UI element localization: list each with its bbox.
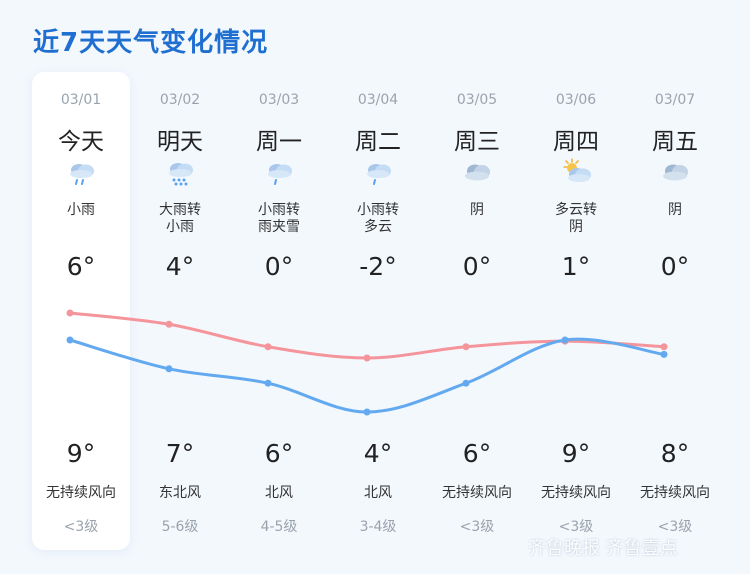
day-name: 周二	[355, 129, 401, 155]
high-temp-point	[66, 309, 74, 317]
date-label: 03/03	[258, 92, 300, 108]
day-name: 周三	[454, 129, 500, 155]
weather-condition: 小雨转 多云	[357, 202, 399, 235]
day-column[interactable]: 03/06 周四 多云转 阴 1° 9° 无持续风向 <3级	[527, 72, 625, 550]
date-label: 03/05	[456, 92, 498, 108]
high-temperature: 6°	[66, 252, 96, 281]
high-temp-point	[462, 343, 470, 351]
rain-icon	[265, 158, 295, 186]
low-temp-point	[561, 336, 569, 344]
high-temp-point	[660, 343, 668, 351]
wind-direction: 无持续风向	[541, 485, 611, 501]
watermark: 齐鲁晚报 齐鲁壹点	[528, 538, 678, 559]
day-column[interactable]: 03/03 周一 小雨转 雨夹雪 0° 6° 北风 4-5级	[230, 72, 328, 550]
day-column[interactable]: 03/05 周三 阴 0° 6° 无持续风向 <3级	[428, 72, 526, 550]
low-temperature: 6°	[264, 439, 294, 468]
day-name: 周四	[553, 129, 599, 155]
heavy-rain-icon	[166, 158, 196, 186]
date-label: 03/01	[60, 92, 102, 108]
partly-cloudy-icon	[562, 158, 592, 186]
today-card	[32, 72, 130, 550]
weather-condition: 大雨转 小雨	[159, 202, 201, 235]
date-label: 03/07	[654, 92, 696, 108]
low-temperature: 9°	[561, 439, 591, 468]
day-column[interactable]: 03/07 周五 阴 0° 8° 无持续风向 <3级	[626, 72, 724, 550]
weather-condition: 小雨转 雨夹雪	[258, 202, 300, 235]
high-temperature: -2°	[359, 252, 397, 281]
day-name: 明天	[157, 129, 203, 155]
high-temp-point	[264, 343, 272, 351]
weather-condition: 阴	[470, 202, 484, 218]
low-temperature: 9°	[66, 439, 96, 468]
low-temperature-line	[69, 337, 665, 414]
wind-level: 5-6级	[161, 519, 199, 535]
weather-condition: 小雨	[67, 202, 95, 218]
low-temperature: 7°	[165, 439, 195, 468]
high-temperature: 0°	[660, 252, 690, 281]
wind-direction: 无持续风向	[46, 485, 116, 501]
rain-icon	[364, 158, 394, 186]
wind-direction: 北风	[364, 485, 392, 501]
day-name: 今天	[58, 129, 104, 155]
wind-direction: 无持续风向	[640, 485, 710, 501]
wind-direction: 东北风	[159, 485, 201, 501]
light-rain-icon	[67, 158, 97, 186]
high-temperature: 0°	[462, 252, 492, 281]
low-temperature: 4°	[363, 439, 393, 468]
low-temperature: 8°	[660, 439, 690, 468]
low-temp-point	[264, 379, 272, 387]
high-temp-point	[363, 354, 371, 362]
day-name: 周五	[652, 129, 698, 155]
wind-direction: 北风	[265, 485, 293, 501]
wind-level: 3-4级	[359, 519, 397, 535]
low-temperature: 6°	[462, 439, 492, 468]
date-label: 03/04	[357, 92, 399, 108]
wind-direction: 无持续风向	[442, 485, 512, 501]
day-name: 周一	[256, 129, 302, 155]
wind-level: <3级	[558, 519, 594, 535]
page-title: 近7天天气变化情况	[33, 28, 269, 58]
high-temperature: 1°	[561, 252, 591, 281]
low-temp-point	[363, 408, 371, 416]
date-label: 03/02	[159, 92, 201, 108]
day-column[interactable]: 03/01 今天 小雨 6° 9° 无持续风向 <3级	[32, 72, 130, 550]
high-temp-point	[165, 320, 173, 328]
weather-condition: 阴	[668, 202, 682, 218]
weather-condition: 多云转 阴	[555, 202, 597, 235]
low-temp-point	[462, 379, 470, 387]
day-column[interactable]: 03/04 周二 小雨转 多云 -2° 4° 北风 3-4级	[329, 72, 427, 550]
overcast-icon	[463, 158, 493, 186]
overcast-icon	[661, 158, 691, 186]
date-label: 03/06	[555, 92, 597, 108]
high-temperature-line	[69, 311, 665, 360]
low-temp-point	[66, 336, 74, 344]
low-temp-point	[660, 350, 668, 358]
day-column[interactable]: 03/02 明天 大雨转 小雨 4° 7° 东北风 5-6级	[131, 72, 229, 550]
wind-level: <3级	[63, 519, 99, 535]
high-temperature: 4°	[165, 252, 195, 281]
low-temp-point	[165, 365, 173, 373]
high-temperature: 0°	[264, 252, 294, 281]
wind-level: <3级	[657, 519, 693, 535]
wind-level: <3级	[459, 519, 495, 535]
wind-level: 4-5级	[260, 519, 298, 535]
